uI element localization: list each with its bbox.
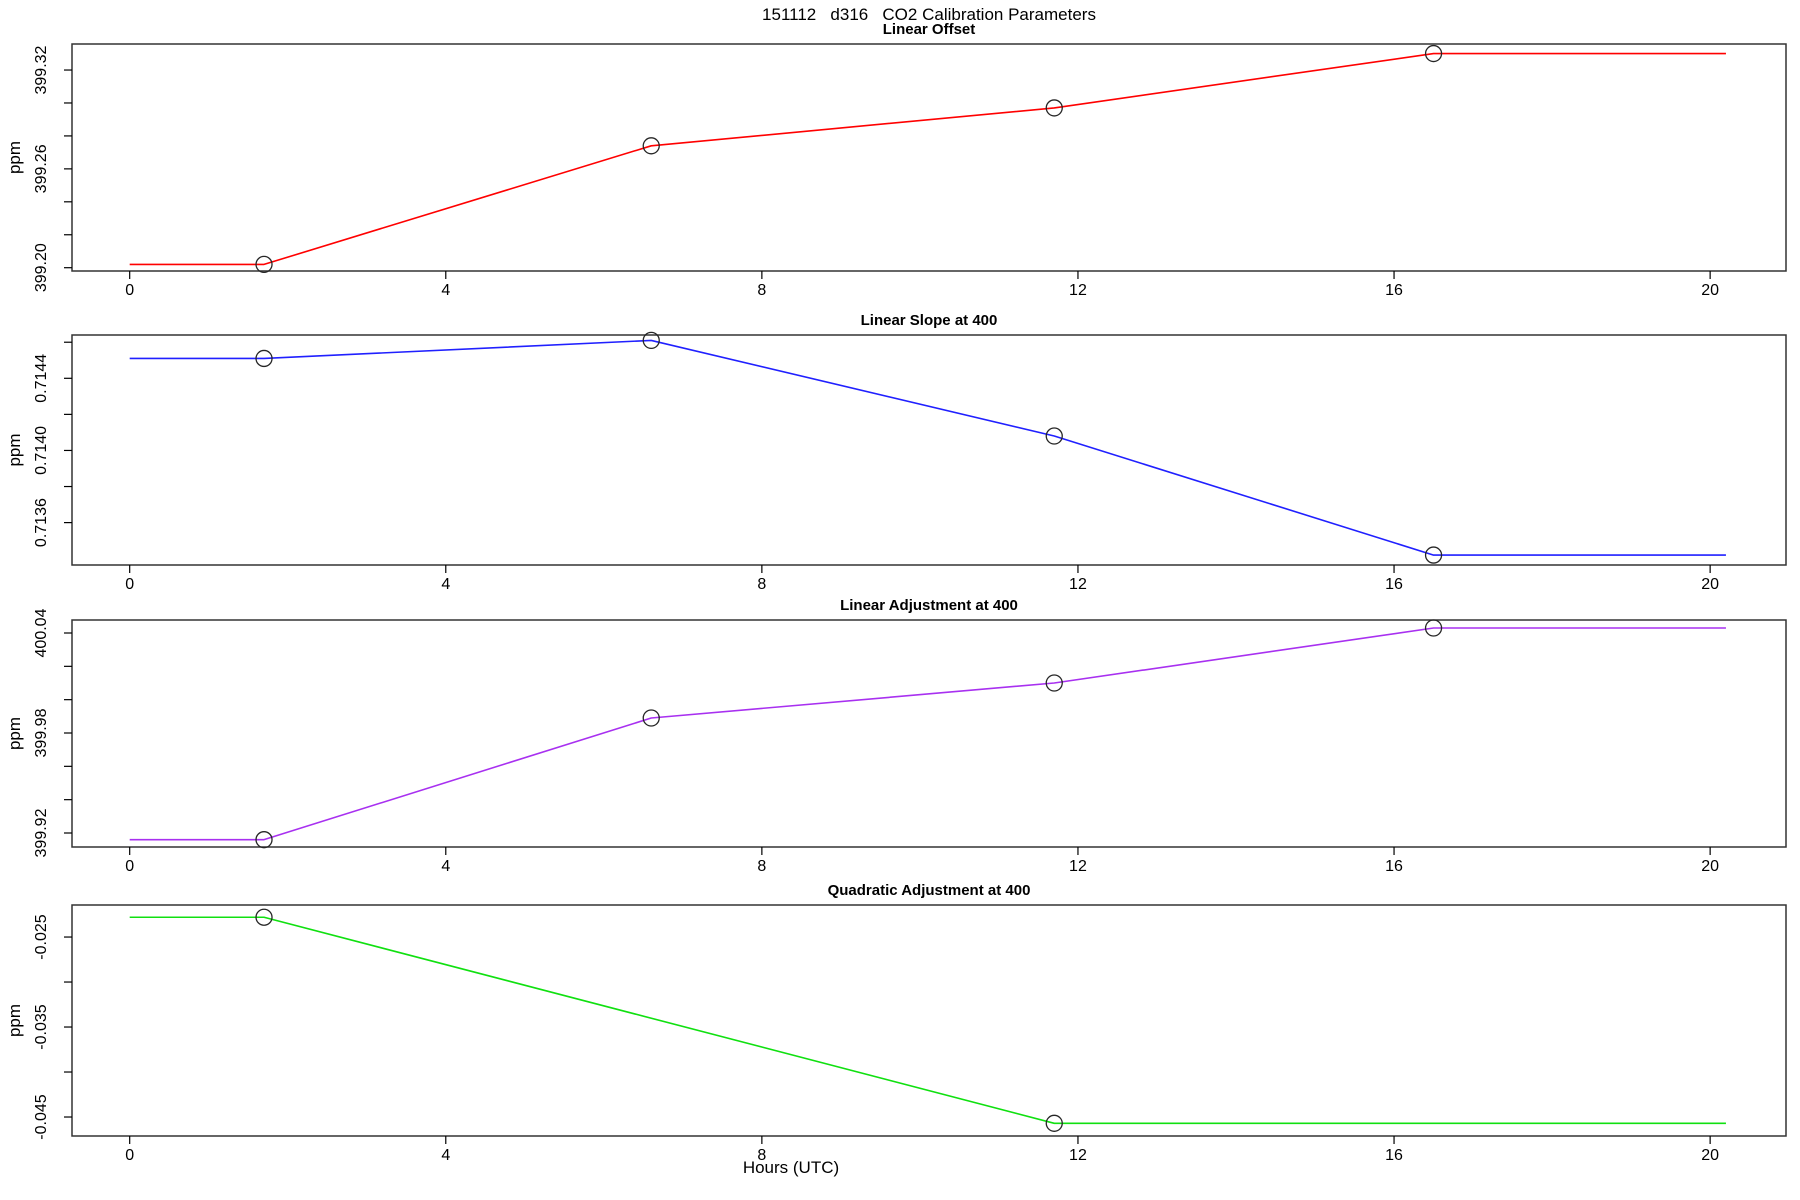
x-tick-label: 0 [125,576,134,593]
data-point-marker [1424,44,1443,63]
panel-3: Quadratic Adjustment at 400 0 4 8 12 16 20 -0.0… [5,882,1787,1164]
y-axis-label: ppm [5,141,24,174]
panel-box [71,904,1787,1137]
y-tick-label: 399.32 [33,45,50,94]
series-line [129,627,1726,841]
x-tick-label: 12 [1069,1147,1087,1164]
x-tick-label: 4 [441,858,450,875]
figure-title: 151112 d316 CO2 Calibration Parameters [762,5,1096,24]
x-tick-label: 20 [1701,576,1719,593]
x-tick-label: 16 [1385,282,1403,299]
y-tick-label: 399.26 [33,144,50,193]
x-tick-label: 12 [1069,576,1087,593]
x-axis-label: Hours (UTC) [743,1158,839,1177]
data-point-marker [255,908,273,926]
x-tick-label: 12 [1069,858,1087,875]
data-point-marker [1045,99,1063,117]
data-point-marker [255,349,273,368]
y-tick-label: 399.92 [33,808,50,857]
y-tick-label: 400.04 [33,608,50,657]
panels-container: Linear Offset 0 4 8 12 16 20 399.20 399.26 399.32… [5,21,1787,1164]
data-point-marker [255,255,273,274]
series-line [129,52,1726,266]
data-point-marker [1424,619,1443,637]
data-point-marker [255,831,273,849]
x-tick-label: 8 [757,576,766,593]
data-point-marker [642,137,660,155]
panel-1: Linear Slope at 400 0 4 8 12 16 20 0.7136 0.7140… [5,312,1787,593]
panel-title: Linear Adjustment at 400 [840,597,1018,614]
x-tick-label: 8 [757,1147,766,1164]
data-point-marker [642,331,660,350]
data-point-marker [1424,546,1443,564]
x-tick-label: 20 [1701,858,1719,875]
x-tick-label: 4 [441,1147,450,1164]
data-point-marker [1045,674,1063,692]
x-tick-label: 0 [125,1147,134,1164]
y-axis-label: ppm [5,717,24,750]
y-axis-label: ppm [5,1004,24,1037]
panel-title: Linear Offset [883,21,976,38]
panel-title: Quadratic Adjustment at 400 [828,882,1031,899]
y-tick-label: 399.98 [33,708,50,757]
x-tick-label: 4 [441,282,450,299]
x-tick-label: 0 [125,858,134,875]
panel-title: Linear Slope at 400 [861,312,998,329]
y-tick-label: -0.035 [33,1004,50,1049]
x-tick-label: 0 [125,282,134,299]
y-tick-label: 0.7144 [33,354,50,403]
panel-0: Linear Offset 0 4 8 12 16 20 399.20 399.26 399.32… [5,21,1787,299]
panel-2: Linear Adjustment at 400 0 4 8 12 16 20 399.92 3… [5,597,1787,875]
data-point-marker [1045,1114,1063,1132]
x-tick-label: 16 [1385,576,1403,593]
y-tick-label: -0.025 [33,914,50,959]
y-axis-label: ppm [5,433,24,466]
x-tick-label: 20 [1701,282,1719,299]
x-tick-label: 20 [1701,1147,1719,1164]
panel-box [71,334,1787,566]
data-point-marker [1045,427,1063,445]
series-line [129,339,1726,556]
x-tick-label: 8 [757,858,766,875]
x-tick-label: 16 [1385,858,1403,875]
series-line [129,916,1726,1125]
panel-box [71,43,1787,272]
y-tick-label: 0.7136 [33,498,50,547]
y-tick-label: 0.7140 [33,426,50,475]
x-tick-label: 12 [1069,282,1087,299]
x-tick-label: 4 [441,576,450,593]
y-tick-label: 399.20 [33,243,50,292]
x-tick-label: 8 [757,282,766,299]
y-tick-label: -0.045 [33,1094,50,1139]
x-tick-label: 16 [1385,1147,1403,1164]
panel-box [71,619,1787,848]
data-point-marker [642,709,660,727]
